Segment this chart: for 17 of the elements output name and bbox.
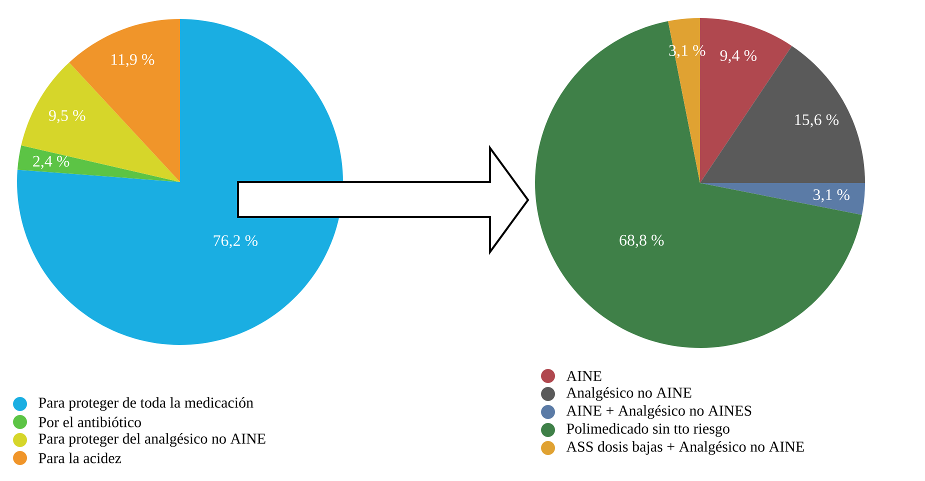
data-label: 68,8 % bbox=[620, 234, 664, 248]
data-label: 15,6 % bbox=[795, 114, 839, 128]
legend-label: AINE + Analgésico no AINES bbox=[566, 405, 752, 419]
legend-label: Para proteger de toda la medicación bbox=[38, 397, 254, 411]
data-label: 76,2 % bbox=[214, 235, 258, 248]
legend-label: ASS dosis bajas + Analgésico no AINE bbox=[566, 441, 804, 455]
data-label: 3,1 % bbox=[813, 189, 850, 202]
legend-label: Para la acidez bbox=[38, 452, 122, 464]
legend-label: Analgésico no AINE bbox=[566, 387, 692, 401]
data-label: 9,5 % bbox=[49, 110, 86, 124]
data-label: 2,4 % bbox=[33, 156, 70, 169]
data-label: 11,9 % bbox=[111, 54, 154, 68]
legend-label: AINE bbox=[566, 371, 602, 381]
data-label: 9,4 % bbox=[720, 50, 757, 64]
legend-label: Para proteger del analgésico no AINE bbox=[38, 433, 266, 447]
legend-label: Polimedicado sin tto riesgo bbox=[566, 423, 730, 437]
legend-label: Por el antibiótico bbox=[38, 416, 141, 428]
